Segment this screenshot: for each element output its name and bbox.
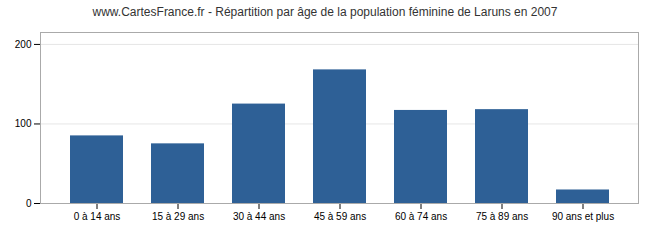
svg-text:15 à 29 ans: 15 à 29 ans (152, 211, 204, 222)
svg-text:0: 0 (26, 198, 32, 209)
html-text:www.CartesFrance.fr - Répartit: www.CartesFrance.fr - Répartition par âg… (92, 5, 558, 19)
svg-text:0 à 14 ans: 0 à 14 ans (74, 211, 121, 222)
svg-text:200: 200 (15, 39, 32, 50)
svg-text:75 à 89 ans: 75 à 89 ans (476, 211, 528, 222)
svg-text:60 à 74 ans: 60 à 74 ans (395, 211, 447, 222)
svg-text:100: 100 (15, 118, 32, 129)
svg-text:45 à 59 ans: 45 à 59 ans (314, 211, 366, 222)
svg-text:30 à 44 ans: 30 à 44 ans (233, 211, 285, 222)
svg-text:90 ans et plus: 90 ans et plus (552, 211, 614, 222)
